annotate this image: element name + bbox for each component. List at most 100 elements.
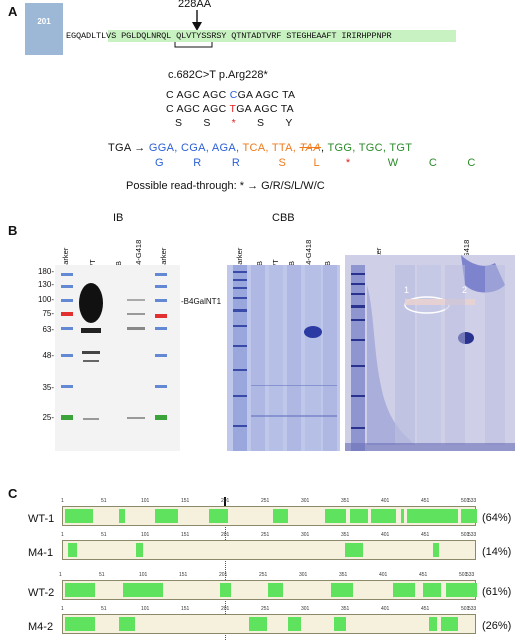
coverage-percent: (14%) (482, 546, 512, 558)
tick-label: 251 (261, 606, 270, 612)
mw-marker: 100- (37, 295, 54, 304)
coverage-track: 1 51 101 151 201 251 301 351 401 451 501 533 (59, 572, 477, 602)
coverage-bar (62, 540, 476, 560)
covered-segment (446, 583, 477, 597)
panel-a-label: A (8, 4, 18, 19)
tick-label: 201 (221, 606, 230, 612)
covered-segment (401, 509, 404, 523)
coverage-track: 1 51 101 151 201 251 301 351 401 451 501 533 (61, 532, 476, 562)
covered-segment (119, 617, 135, 631)
covered-segment (209, 509, 228, 523)
tick-label: 51 (101, 532, 107, 538)
coverage-bar (62, 614, 476, 634)
covered-segment (423, 583, 441, 597)
covered-segment (68, 543, 77, 557)
covered-segment (407, 509, 458, 523)
codon-substitution-row: TGA → GGA, CGA, AGA, TCA, TTA, TAA, TGG,… (108, 142, 413, 154)
tick-label: 501 (461, 606, 470, 612)
mw-marker: 130- (37, 280, 54, 289)
coverage-percent: (64%) (482, 512, 512, 524)
cbb-title: CBB (272, 212, 295, 224)
tick-label: 1 (59, 572, 62, 578)
covered-segment (268, 583, 283, 597)
residue-number: 201 (37, 17, 51, 26)
track-name: WT-1 (28, 513, 55, 525)
tick-label: 101 (141, 532, 150, 538)
track-name: M4-2 (28, 621, 54, 633)
tick-label: 151 (181, 498, 190, 504)
covered-segment (249, 617, 267, 631)
tick-label: 533 (468, 498, 477, 504)
tick-label: 401 (381, 606, 390, 612)
position-marker (224, 497, 226, 509)
tick-label: 501 (459, 572, 468, 578)
tick-label: 451 (419, 572, 428, 578)
covered-segment (350, 509, 368, 523)
tick-label: 1 (61, 498, 64, 504)
tick-label: 201 (221, 498, 230, 504)
tick-label: 533 (466, 572, 475, 578)
position-label: 228AA (178, 0, 212, 10)
residue-number-box: 201 (25, 3, 63, 55)
mw-marker: 180- (37, 267, 54, 276)
wt-dna-sequence: C AGC AGC CGA AGC TA (166, 89, 296, 101)
coverage-percent: (61%) (482, 586, 512, 598)
panel-b-label: B (8, 223, 18, 238)
ib-title: IB (113, 212, 124, 224)
tick-label: 501 (461, 532, 470, 538)
tick-label: 251 (259, 572, 268, 578)
mutant-dna-sequence: C AGC AGC TGA AGC TA (166, 103, 294, 115)
gel-mark: 1 (404, 285, 410, 295)
covered-segment (441, 617, 458, 631)
tick-label: 351 (341, 498, 350, 504)
tick-label: 101 (139, 572, 148, 578)
covered-segment (65, 617, 95, 631)
down-arrow-icon (192, 10, 202, 31)
position-reference-line (225, 498, 226, 640)
tick-label: 151 (181, 532, 190, 538)
coverage-bar (62, 506, 477, 526)
tick-label: 501 (461, 498, 470, 504)
band-label: -B4GalNT1 (181, 297, 222, 306)
covered-segment (123, 583, 163, 597)
tick-label: 301 (301, 606, 310, 612)
tick-label: 451 (421, 532, 430, 538)
gel-mark: 2 (462, 285, 468, 295)
covered-segment (220, 583, 231, 597)
covered-segment (136, 543, 143, 557)
tick-label: 351 (341, 532, 350, 538)
covered-segment (433, 543, 439, 557)
covered-segment (393, 583, 415, 597)
tick-label: 251 (261, 498, 270, 504)
sequence-highlight (108, 30, 456, 42)
covered-segment (334, 617, 346, 631)
mw-marker: 75- (42, 309, 54, 318)
tick-label: 301 (301, 498, 310, 504)
mw-marker: 35- (42, 383, 54, 392)
substituted-amino-acids: G R R S L * W C C (155, 157, 476, 169)
tick-label: 201 (221, 532, 230, 538)
tick-label: 401 (381, 532, 390, 538)
tick-label: 1 (61, 532, 64, 538)
coverage-bar (62, 580, 477, 600)
tick-label: 301 (299, 572, 308, 578)
tick-label: 401 (379, 572, 388, 578)
readthrough-note: Possible read-through: * → G/R/S/L/W/C (126, 180, 325, 192)
immunoblot-image (55, 265, 180, 451)
covered-segment (155, 509, 178, 523)
tick-label: 351 (339, 572, 348, 578)
track-name: M4-1 (28, 547, 54, 559)
codon-bracket (174, 42, 213, 48)
tick-label: 151 (181, 606, 190, 612)
covered-segment (331, 583, 353, 597)
tick-label: 51 (101, 606, 107, 612)
tick-label: 351 (341, 606, 350, 612)
mw-marker: 25- (42, 413, 54, 422)
tick-label: 301 (301, 532, 310, 538)
coverage-track: 1 51 101 151 201 251 301 351 401 451 501 533 (61, 498, 477, 528)
tick-label: 251 (261, 532, 270, 538)
covered-segment (65, 583, 95, 597)
cbb-gel-1-image (227, 265, 340, 451)
covered-segment (65, 509, 93, 523)
